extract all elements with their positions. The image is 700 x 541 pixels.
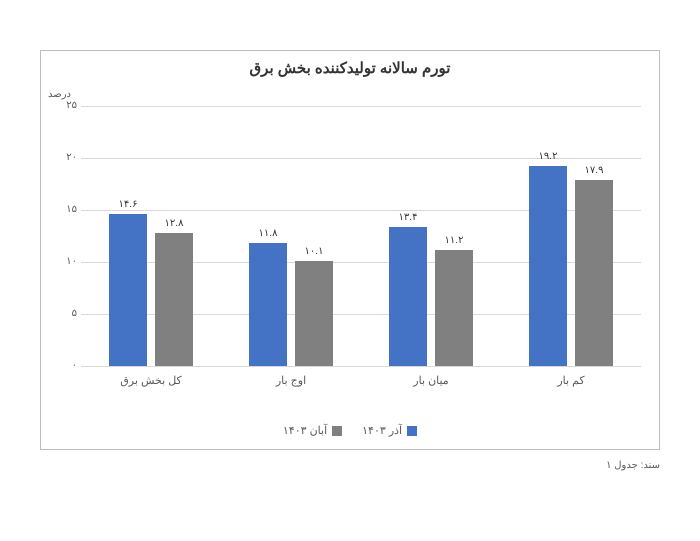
bar-value-label: ۱۴.۶	[109, 199, 147, 210]
bar: ۱۷.۹	[575, 180, 613, 366]
y-tick-label: ۲۵	[43, 100, 77, 111]
bar-value-label: ۱۹.۲	[529, 151, 567, 162]
bar-value-label: ۱۷.۹	[575, 165, 613, 176]
bar: ۱۰.۱	[295, 261, 333, 366]
bar-value-label: ۱۳.۴	[389, 212, 427, 223]
plot-area: ۰۵۱۰۱۵۲۰۲۵۱۴.۶۱۲.۸کل بخش برق۱۱.۸۱۰.۱اوج …	[81, 106, 641, 366]
page: تورم سالانه تولیدکننده بخش برق درصد ۰۵۱۰…	[0, 0, 700, 541]
legend-label: آذر ۱۴۰۳	[362, 425, 402, 437]
bar: ۱۱.۲	[435, 250, 473, 366]
source-caption: سند: جدول ۱	[606, 460, 660, 471]
bar: ۱۱.۸	[249, 243, 287, 366]
legend: آذر ۱۴۰۳ آبان ۱۴۰۳	[41, 424, 659, 437]
gridline	[81, 366, 641, 367]
chart-frame: تورم سالانه تولیدکننده بخش برق درصد ۰۵۱۰…	[40, 50, 660, 450]
gridline	[81, 106, 641, 107]
legend-label: آبان ۱۴۰۳	[283, 425, 327, 437]
category-label: کم بار	[501, 374, 641, 387]
y-tick-label: ۵	[43, 308, 77, 319]
bar-value-label: ۱۰.۱	[295, 246, 333, 257]
bar-value-label: ۱۱.۸	[249, 228, 287, 239]
legend-item: آبان ۱۴۰۳	[283, 424, 342, 437]
chart-title: تورم سالانه تولیدکننده بخش برق	[41, 59, 659, 77]
legend-swatch	[407, 426, 417, 436]
legend-item: آذر ۱۴۰۳	[362, 424, 417, 437]
y-axis-label: درصد	[48, 89, 71, 100]
bar-value-label: ۱۲.۸	[155, 218, 193, 229]
category-label: میان بار	[361, 374, 501, 387]
bar: ۱۴.۶	[109, 214, 147, 366]
category-label: کل بخش برق	[81, 374, 221, 387]
bar: ۱۳.۴	[389, 227, 427, 366]
y-tick-label: ۰	[43, 360, 77, 371]
bar-value-label: ۱۱.۲	[435, 235, 473, 246]
category-label: اوج بار	[221, 374, 361, 387]
y-tick-label: ۲۰	[43, 152, 77, 163]
y-tick-label: ۱۵	[43, 204, 77, 215]
legend-swatch	[332, 426, 342, 436]
bar: ۱۹.۲	[529, 166, 567, 366]
y-tick-label: ۱۰	[43, 256, 77, 267]
bar: ۱۲.۸	[155, 233, 193, 366]
